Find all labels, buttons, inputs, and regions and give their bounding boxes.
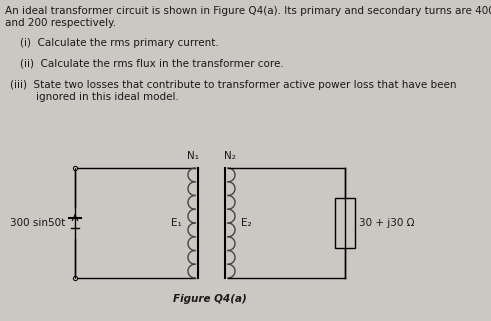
Text: and 200 respectively.: and 200 respectively. (5, 18, 116, 28)
Text: 30 + j30 Ω: 30 + j30 Ω (359, 218, 414, 228)
Text: Figure Q4(a): Figure Q4(a) (173, 294, 247, 304)
Text: (iii)  State two losses that contribute to transformer active power loss that ha: (iii) State two losses that contribute t… (10, 80, 457, 90)
Bar (335, 198, 355, 248)
Text: E₂: E₂ (241, 218, 251, 228)
Text: N₂: N₂ (224, 151, 236, 161)
Text: An ideal transformer circuit is shown in Figure Q4(a). Its primary and secondary: An ideal transformer circuit is shown in… (5, 6, 491, 16)
Text: 300 sin50t: 300 sin50t (10, 218, 65, 228)
Text: E₁: E₁ (171, 218, 182, 228)
Text: ignored in this ideal model.: ignored in this ideal model. (10, 92, 179, 102)
Text: (i)  Calculate the rms primary current.: (i) Calculate the rms primary current. (20, 38, 219, 48)
Text: (ii)  Calculate the rms flux in the transformer core.: (ii) Calculate the rms flux in the trans… (20, 58, 284, 68)
Text: N₁: N₁ (187, 151, 199, 161)
